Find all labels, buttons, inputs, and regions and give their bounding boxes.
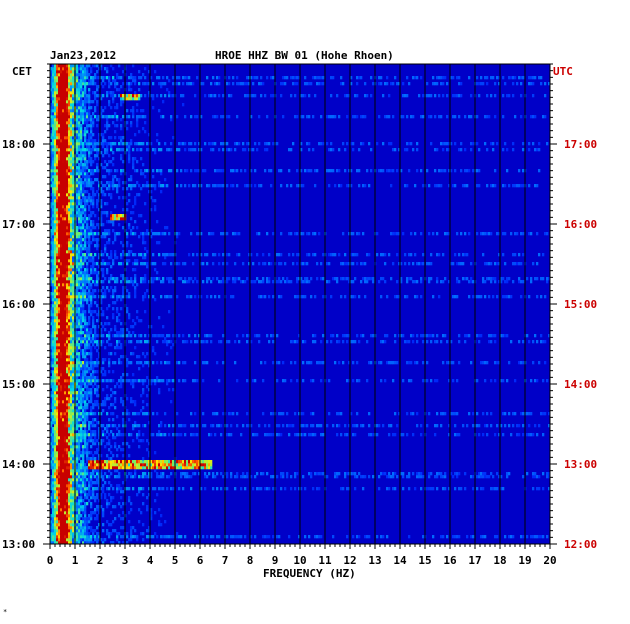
plot-frame [49, 63, 551, 545]
x-tick-label-1: 1 [72, 554, 79, 567]
x-tick-label-18: 18 [493, 554, 506, 567]
x-tick-label-17: 17 [468, 554, 481, 567]
right-axis-label: UTC [553, 65, 573, 78]
utc-tick-label: 15:00 [564, 298, 597, 311]
x-tick-label-5: 5 [172, 554, 179, 567]
x-tick-label-6: 6 [197, 554, 204, 567]
corner-mark: * [3, 608, 7, 616]
cet-tick-label: 13:00 [2, 538, 35, 551]
x-tick-label-10: 10 [293, 554, 306, 567]
utc-tick-label: 14:00 [564, 378, 597, 391]
x-tick-label-4: 4 [147, 554, 154, 567]
x-tick-label-13: 13 [368, 554, 381, 567]
x-tick-label-9: 9 [272, 554, 279, 567]
chart-title: HROE HHZ BW 01 (Hohe Rhoen) [215, 49, 394, 62]
x-tick-label-12: 12 [343, 554, 356, 567]
cet-tick-label: 18:00 [2, 138, 35, 151]
x-tick-label-14: 14 [393, 554, 407, 567]
cet-tick-label: 14:00 [2, 458, 35, 471]
left-axis-label: CET [12, 65, 32, 78]
utc-tick-label: 16:00 [564, 218, 597, 231]
x-tick-label-15: 15 [418, 554, 431, 567]
utc-tick-label: 13:00 [564, 458, 597, 471]
cet-tick-label: 17:00 [2, 218, 35, 231]
x-tick-label-11: 11 [318, 554, 332, 567]
cet-tick-label: 16:00 [2, 298, 35, 311]
x-tick-label-0: 0 [47, 554, 54, 567]
x-tick-label-20: 20 [543, 554, 556, 567]
x-tick-label-7: 7 [222, 554, 229, 567]
utc-tick-label: 12:00 [564, 538, 597, 551]
x-axis-label: FREQUENCY (HZ) [263, 567, 356, 580]
utc-tick-label: 17:00 [564, 138, 597, 151]
frequency-gridlines [74, 64, 526, 544]
x-tick-label-16: 16 [443, 554, 457, 567]
x-tick-label-19: 19 [518, 554, 531, 567]
x-tick-label-3: 3 [122, 554, 129, 567]
x-tick-label-2: 2 [97, 554, 104, 567]
chart-date: Jan23,2012 [50, 49, 116, 62]
cet-tick-label: 15:00 [2, 378, 35, 391]
x-tick-label-8: 8 [247, 554, 254, 567]
